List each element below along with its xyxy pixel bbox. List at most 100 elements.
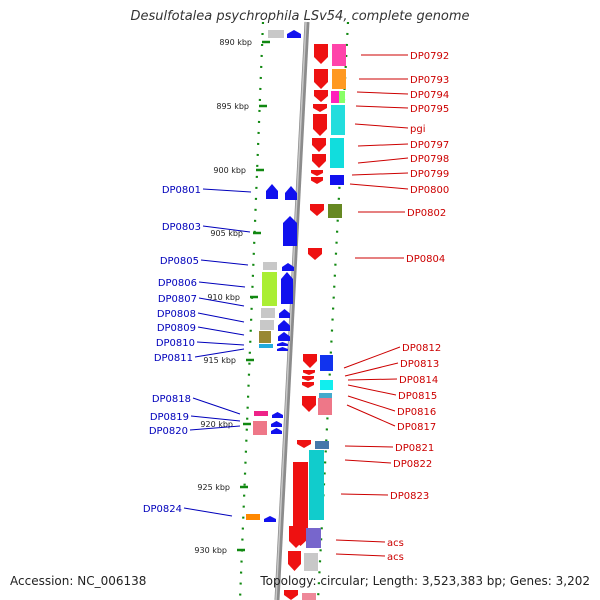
gene-feature-reverse [312,154,326,168]
gene-feature-forward [285,186,297,200]
gene-label-right: DP0812 [402,343,441,354]
gene-feature [331,105,345,135]
label-leader [200,259,249,266]
genome-stats: Topology: circular; Length: 3,523,383 bp… [260,574,590,588]
gene-feature-forward [272,412,283,418]
gene-feature [332,44,346,66]
label-leader [355,105,409,109]
gene-feature-reverse [314,44,328,64]
gene-feature [332,69,346,89]
gene-label-right: DP0823 [390,491,429,502]
label-leader [202,188,252,193]
label-leader [194,348,245,358]
gene-feature [260,320,274,330]
label-leader [189,425,241,431]
gene-label-right: DP0792 [410,51,449,62]
label-leader [347,395,396,412]
gene-feature-reverse [303,354,317,368]
gene-label-left: DP0805 [160,256,199,267]
gene-feature [339,91,345,103]
label-leader [340,493,389,496]
gene-feature-reverse [284,590,298,600]
gene-label-right: DP0821 [395,443,434,454]
label-leader [198,297,245,307]
label-leader [197,326,245,336]
gene-label-left: DP0811 [154,353,193,364]
scale-tick-label: 910 kbp [207,293,240,302]
gene-feature-reverse [311,170,323,176]
accession-text: Accession: NC_006138 [10,574,147,588]
label-leader [346,404,396,427]
label-leader [344,445,394,448]
gene-feature [259,344,273,348]
label-leader [202,225,251,233]
gene-label-right: DP0815 [398,391,437,402]
label-leader [335,539,386,543]
label-leader [357,157,409,164]
gene-label-left: DP0806 [158,278,197,289]
label-leader [357,143,409,147]
gene-feature [306,528,321,548]
gene-feature [254,411,268,416]
gene-feature [263,262,277,270]
scale-tick-label: 915 kbp [203,356,236,365]
gene-feature-reverse [313,114,327,136]
gene-feature-forward [281,272,293,304]
gene-label-right: DP0813 [400,359,439,370]
gene-feature [319,393,332,398]
gene-feature-forward [271,421,282,427]
scale-tick-label: 930 kbp [194,546,227,555]
gene-label-left: DP0809 [157,323,196,334]
gene-label-left: DP0820 [149,426,188,437]
gene-feature-reverse [308,248,322,260]
gene-label-left: DP0810 [156,338,195,349]
gene-feature-forward [279,309,290,318]
gene-label-right: DP0799 [410,169,449,180]
gene-label-right: DP0795 [410,104,449,115]
gene-feature [318,398,332,415]
label-leader [190,415,241,422]
gene-feature-forward [282,263,294,271]
label-leader [192,397,241,415]
gene-feature [331,91,339,103]
gene-feature-reverse [302,382,314,388]
gene-feature [320,380,333,390]
genome-backbone [274,21,310,600]
gene-feature-forward [287,30,301,38]
label-leader [335,553,386,557]
gene-feature-forward [277,342,288,346]
gene-feature-reverse [310,204,324,216]
gene-label-right: pgi [410,124,425,135]
label-leader [349,183,409,190]
gene-feature-forward [278,320,290,331]
gene-feature [330,175,344,185]
gene-feature-forward [271,428,282,434]
gene-feature-forward [266,184,278,199]
gene-feature-reverse [288,551,301,571]
label-leader [356,91,409,95]
label-leader [198,281,246,288]
label-leader [347,378,398,381]
scale-tick-label: 905 kbp [210,229,243,238]
label-leader [347,384,397,396]
gene-label-right: DP0798 [410,154,449,165]
scale-tick-label: 900 kbp [213,166,246,175]
gene-label-right: DP0817 [397,422,436,433]
map-title: Desulfotalea psychrophila LSv54, complet… [130,9,470,24]
gene-feature [320,355,333,371]
label-leader [183,507,233,517]
gene-label-left: DP0819 [150,412,189,423]
gene-feature-reverse [314,90,328,102]
scale-tick-label: 920 kbp [200,420,233,429]
gene-feature [309,450,324,520]
gene-label-right: acs [387,538,404,549]
gene-feature [268,30,284,38]
gene-label-right: DP0802 [407,208,446,219]
gene-label-right: DP0822 [393,459,432,470]
gene-label-right: DP0804 [406,254,445,265]
gene-feature-reverse [311,177,323,184]
gene-label-left: DP0818 [152,394,191,405]
scale-tick-label: 925 kbp [197,483,230,492]
gene-feature-forward [277,347,288,351]
